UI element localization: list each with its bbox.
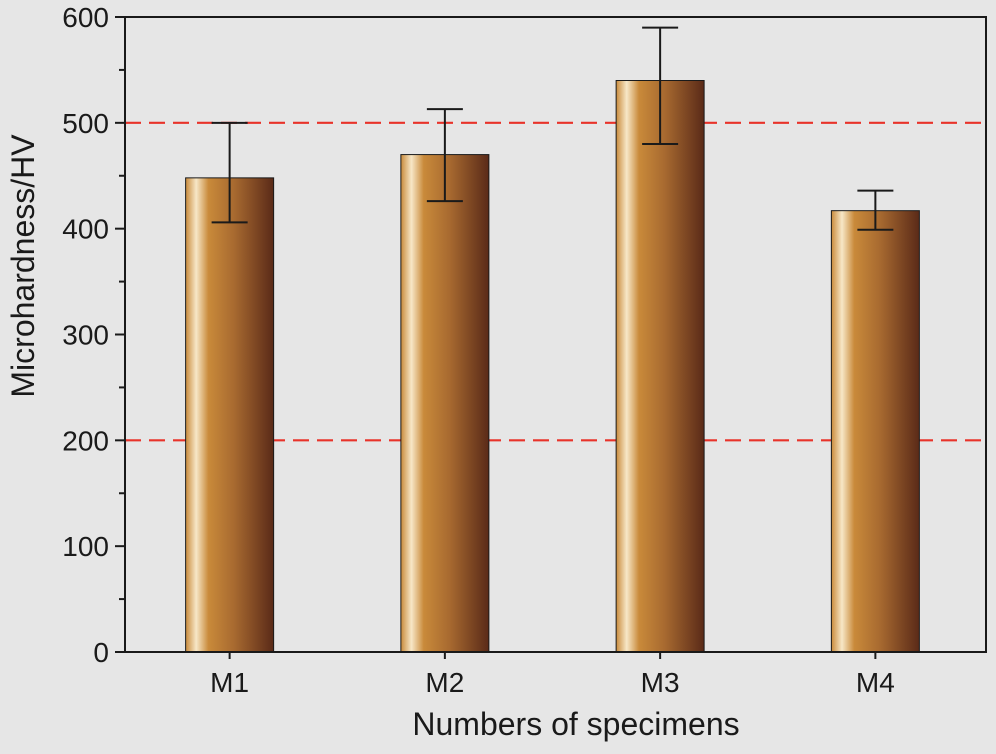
x-tick-label-M1: M1 bbox=[210, 667, 249, 698]
y-tick-label-600: 600 bbox=[62, 2, 109, 33]
bar-M3 bbox=[615, 80, 705, 653]
x-axis-label: Numbers of specimens bbox=[412, 706, 739, 742]
y-tick-label-200: 200 bbox=[62, 425, 109, 456]
y-tick-label-400: 400 bbox=[62, 214, 109, 245]
y-tick-label-0: 0 bbox=[93, 637, 109, 668]
bar-M1 bbox=[185, 177, 275, 653]
bar-M4 bbox=[830, 210, 920, 653]
bar-M2 bbox=[400, 154, 490, 653]
x-tick-label-M3: M3 bbox=[641, 667, 680, 698]
plot-frame bbox=[124, 16, 987, 653]
y-tick-label-300: 300 bbox=[62, 320, 109, 351]
y-tick-label-100: 100 bbox=[62, 531, 109, 562]
x-tick-label-M4: M4 bbox=[856, 667, 895, 698]
y-axis-label: Microhardness/HV bbox=[5, 134, 41, 398]
x-tick-label-M2: M2 bbox=[425, 667, 464, 698]
y-tick-label-500: 500 bbox=[62, 108, 109, 139]
